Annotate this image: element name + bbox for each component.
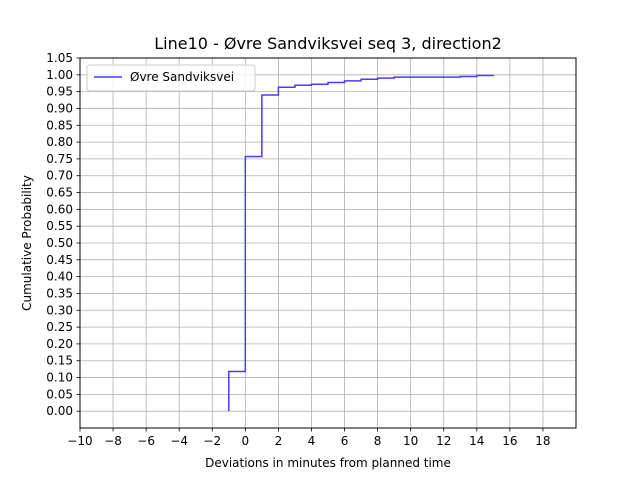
y-axis-ticks: 0.00 0.05 0.10 0.15 0.20 0.25 0.30 0.35 0.40 0.45… <box>46 51 80 418</box>
x-axis-ticks: −10 −8 −6 −4 −2 0 2 4 6 8 10 12 14 16 18 <box>67 428 551 448</box>
x-tick-label: 12 <box>436 434 451 448</box>
y-tick-label: 0.60 <box>46 202 73 216</box>
series-line-0 <box>228 74 495 412</box>
series-layer <box>228 74 495 412</box>
y-axis-label: Cumulative Probability <box>20 175 34 311</box>
x-tick-label: 6 <box>341 434 349 448</box>
x-tick-label: 2 <box>275 434 283 448</box>
y-tick-label: 1.00 <box>46 68 73 82</box>
chart-title: Line10 - Øvre Sandviksvei seq 3, directi… <box>154 34 502 53</box>
x-tick-label: 0 <box>242 434 250 448</box>
y-tick-label: 0.10 <box>46 371 73 385</box>
x-tick-label: 14 <box>469 434 484 448</box>
x-tick-label: −8 <box>104 434 122 448</box>
y-tick-label: 0.30 <box>46 303 73 317</box>
x-tick-label: −2 <box>203 434 221 448</box>
y-tick-label: 0.05 <box>46 387 73 401</box>
legend: Øvre Sandviksvei <box>86 64 256 92</box>
x-tick-label: 4 <box>308 434 316 448</box>
y-tick-label: 0.20 <box>46 337 73 351</box>
y-tick-label: 0.50 <box>46 236 73 250</box>
y-tick-label: 0.65 <box>46 186 73 200</box>
y-tick-label: 0.45 <box>46 253 73 267</box>
y-tick-label: 0.25 <box>46 320 73 334</box>
y-tick-label: 0.35 <box>46 286 73 300</box>
y-tick-label: 0.80 <box>46 135 73 149</box>
x-tick-label: 16 <box>502 434 517 448</box>
y-tick-label: 0.95 <box>46 85 73 99</box>
y-tick-label: 0.70 <box>46 169 73 183</box>
x-tick-label: 18 <box>535 434 550 448</box>
y-tick-label: 0.75 <box>46 152 73 166</box>
y-tick-label: 0.15 <box>46 354 73 368</box>
x-axis-label: Deviations in minutes from planned time <box>205 456 451 470</box>
y-tick-label: 0.85 <box>46 118 73 132</box>
legend-box <box>86 64 256 92</box>
y-tick-label: 0.40 <box>46 270 73 284</box>
x-tick-label: −6 <box>137 434 155 448</box>
x-tick-label: 8 <box>374 434 382 448</box>
legend-label: Øvre Sandviksvei <box>130 70 234 84</box>
y-tick-label: 1.05 <box>46 51 73 65</box>
x-tick-label: −10 <box>67 434 92 448</box>
y-tick-label: 0.00 <box>46 404 73 418</box>
x-tick-label: −4 <box>170 434 188 448</box>
y-tick-label: 0.55 <box>46 219 73 233</box>
y-tick-label: 0.90 <box>46 101 73 115</box>
x-tick-label: 10 <box>403 434 418 448</box>
